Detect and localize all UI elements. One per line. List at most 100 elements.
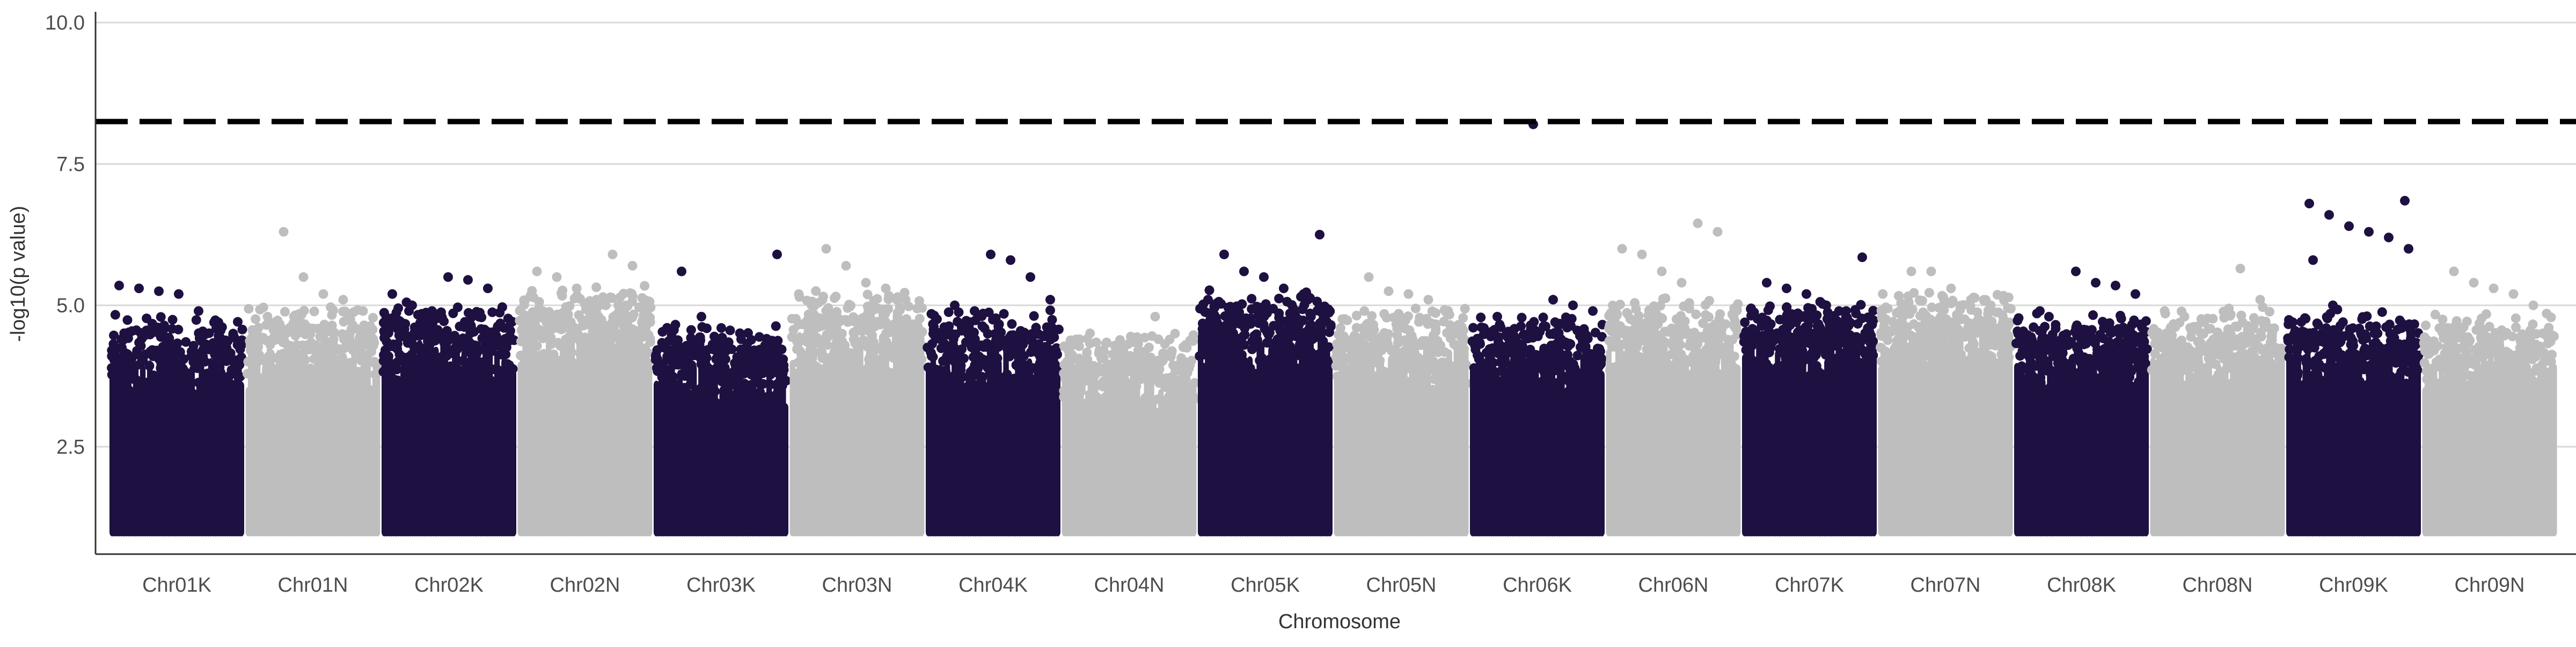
data-point xyxy=(1078,400,1087,410)
data-point xyxy=(1525,370,1534,380)
data-point xyxy=(1565,339,1575,349)
data-point xyxy=(1826,321,1835,331)
data-point xyxy=(1432,336,1442,346)
data-point xyxy=(652,345,662,355)
data-point xyxy=(1863,312,1873,322)
data-point xyxy=(532,341,542,351)
point-band xyxy=(647,359,652,536)
data-point xyxy=(581,350,590,360)
data-point xyxy=(2236,310,2246,320)
data-point xyxy=(787,314,797,324)
data-point xyxy=(762,361,772,370)
data-point xyxy=(958,372,968,382)
data-point xyxy=(392,308,401,317)
top-hit-point xyxy=(901,295,911,304)
data-point xyxy=(1866,331,1876,340)
data-point xyxy=(2219,347,2229,357)
top-hit-point xyxy=(822,244,831,253)
data-point xyxy=(1195,351,1204,361)
data-point xyxy=(2088,336,2097,346)
data-point xyxy=(1342,316,1352,325)
data-point xyxy=(1341,368,1351,378)
data-point xyxy=(1400,335,1410,345)
top-hit-point xyxy=(1045,295,1055,304)
data-point xyxy=(1981,325,1991,335)
data-point xyxy=(444,374,454,384)
data-point xyxy=(2035,376,2045,386)
data-point xyxy=(866,312,875,322)
data-point xyxy=(1960,332,1970,341)
data-point xyxy=(773,336,782,345)
data-point xyxy=(459,322,469,332)
data-point xyxy=(280,307,290,317)
data-point xyxy=(368,334,378,344)
data-point xyxy=(1877,357,1886,366)
data-point xyxy=(152,352,162,362)
data-point xyxy=(1765,301,1775,311)
top-hit-point xyxy=(407,301,417,310)
data-point xyxy=(1206,331,1216,340)
data-point xyxy=(1133,346,1143,355)
data-point xyxy=(1255,355,1264,365)
data-point xyxy=(254,323,264,332)
data-point xyxy=(248,379,258,388)
data-point xyxy=(740,379,749,388)
data-point xyxy=(269,332,279,342)
data-point xyxy=(1685,298,1694,308)
data-point xyxy=(2126,367,2136,376)
data-point xyxy=(2012,326,2022,336)
data-point xyxy=(969,328,979,337)
data-point xyxy=(1960,315,1970,324)
data-point xyxy=(297,328,306,337)
data-point xyxy=(1483,365,1492,375)
data-point xyxy=(1167,346,1177,356)
top-hit-point xyxy=(1203,295,1213,304)
top-hit-point xyxy=(608,250,618,259)
data-point xyxy=(471,341,481,351)
data-point xyxy=(2197,375,2207,385)
top-hit-point xyxy=(592,295,602,304)
data-point xyxy=(2163,367,2172,376)
data-point xyxy=(1064,384,1073,394)
data-point xyxy=(1914,323,1924,333)
data-point xyxy=(2119,323,2128,332)
data-point xyxy=(2138,343,2148,352)
data-point xyxy=(1894,353,1904,363)
data-point xyxy=(1879,328,1889,337)
data-point xyxy=(1146,368,1156,377)
top-hit-point xyxy=(552,272,562,282)
data-point xyxy=(136,341,146,351)
data-point xyxy=(948,354,958,364)
data-point xyxy=(1361,368,1371,377)
data-point xyxy=(1642,344,1651,354)
data-point xyxy=(1864,323,1874,332)
data-point xyxy=(1488,343,1497,353)
data-point xyxy=(1422,314,1431,324)
data-point xyxy=(2189,322,2199,332)
data-point xyxy=(1205,286,1214,295)
data-point xyxy=(1944,358,1953,368)
data-point xyxy=(2167,331,2177,340)
data-point xyxy=(1728,309,1737,319)
data-point xyxy=(1902,306,1912,316)
data-point xyxy=(1379,309,1389,319)
data-point xyxy=(1177,375,1187,385)
data-point xyxy=(340,307,350,316)
data-point xyxy=(2137,323,2147,332)
top-hit-point xyxy=(1782,283,1791,293)
data-point xyxy=(1668,337,1678,346)
data-point xyxy=(536,313,545,323)
data-point xyxy=(1237,350,1247,360)
data-point xyxy=(1030,339,1040,349)
data-point xyxy=(653,366,662,376)
data-point xyxy=(1973,362,1982,372)
data-point xyxy=(215,350,225,360)
data-point xyxy=(1517,313,1527,323)
data-point xyxy=(948,375,957,384)
top-hit-point xyxy=(154,286,164,296)
data-point xyxy=(1525,360,1535,370)
data-point xyxy=(1516,322,1526,331)
top-hit-point xyxy=(1548,295,1558,304)
data-point xyxy=(1239,340,1249,350)
point-band xyxy=(1463,348,1468,536)
